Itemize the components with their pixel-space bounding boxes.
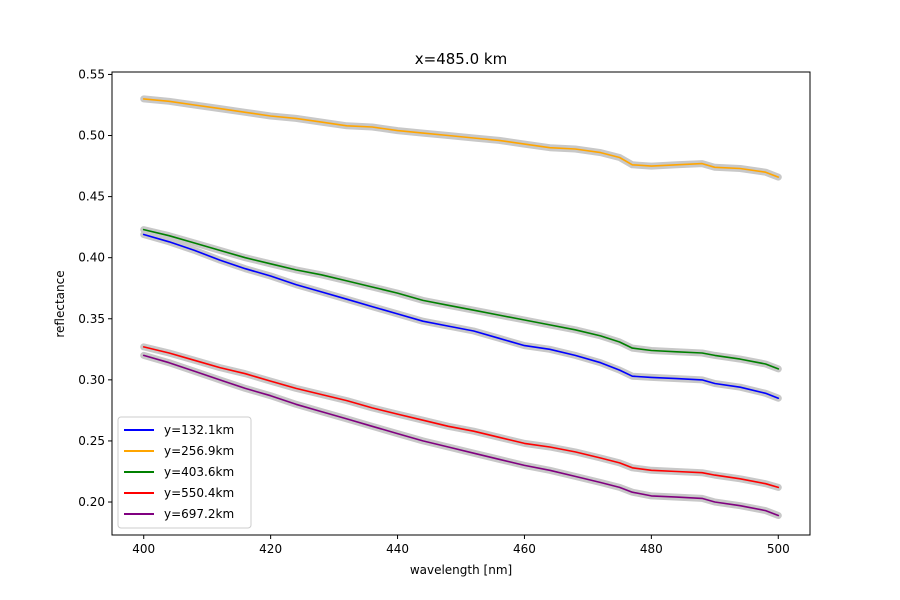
y-tick-label: 0.50 (78, 129, 105, 143)
y-tick-label: 0.40 (78, 251, 105, 265)
y-tick-label: 0.20 (78, 495, 105, 509)
legend-label-y-132-1km: y=132.1km (164, 423, 234, 437)
x-tick-label: 400 (132, 542, 155, 556)
series-line-y-697-2km (142, 354, 780, 517)
series-lines (142, 98, 780, 517)
y-tick-label: 0.35 (78, 312, 105, 326)
legend-label-y-697-2km: y=697.2km (164, 507, 234, 521)
axis-ticks: 400 420 440 460 480 500 0.20 0.25 0.30 0.35 0.40 0.… (78, 67, 789, 556)
legend-label-y-550-4km: y=550.4km (164, 486, 234, 500)
x-tick-label: 460 (513, 542, 536, 556)
plot-area-frame (111, 71, 811, 536)
x-tick-label: 500 (767, 542, 790, 556)
y-tick-label: 0.25 (78, 434, 105, 448)
chart-title: x=485.0 km (415, 50, 507, 68)
y-tick-label: 0.45 (78, 190, 105, 204)
x-axis-label: wavelength [nm] (410, 563, 512, 577)
series-line-y-256-9km (142, 98, 780, 178)
x-tick-label: 420 (259, 542, 282, 556)
legend: y=132.1km y=256.9km y=403.6km y=550.4km y=69… (117, 416, 252, 529)
legend-box (117, 416, 252, 529)
series-line-y-132-1km (142, 233, 780, 400)
series-line-y-550-4km (142, 346, 780, 489)
series-line-y-403-6km (142, 228, 780, 370)
x-tick-label: 440 (386, 542, 409, 556)
x-tick-label: 480 (640, 542, 663, 556)
y-tick-label: 0.30 (78, 373, 105, 387)
y-axis-label: reflectance (53, 270, 67, 337)
legend-label-y-403-6km: y=403.6km (164, 465, 234, 479)
y-tick-label: 0.55 (78, 67, 105, 81)
legend-label-y-256-9km: y=256.9km (164, 444, 234, 458)
